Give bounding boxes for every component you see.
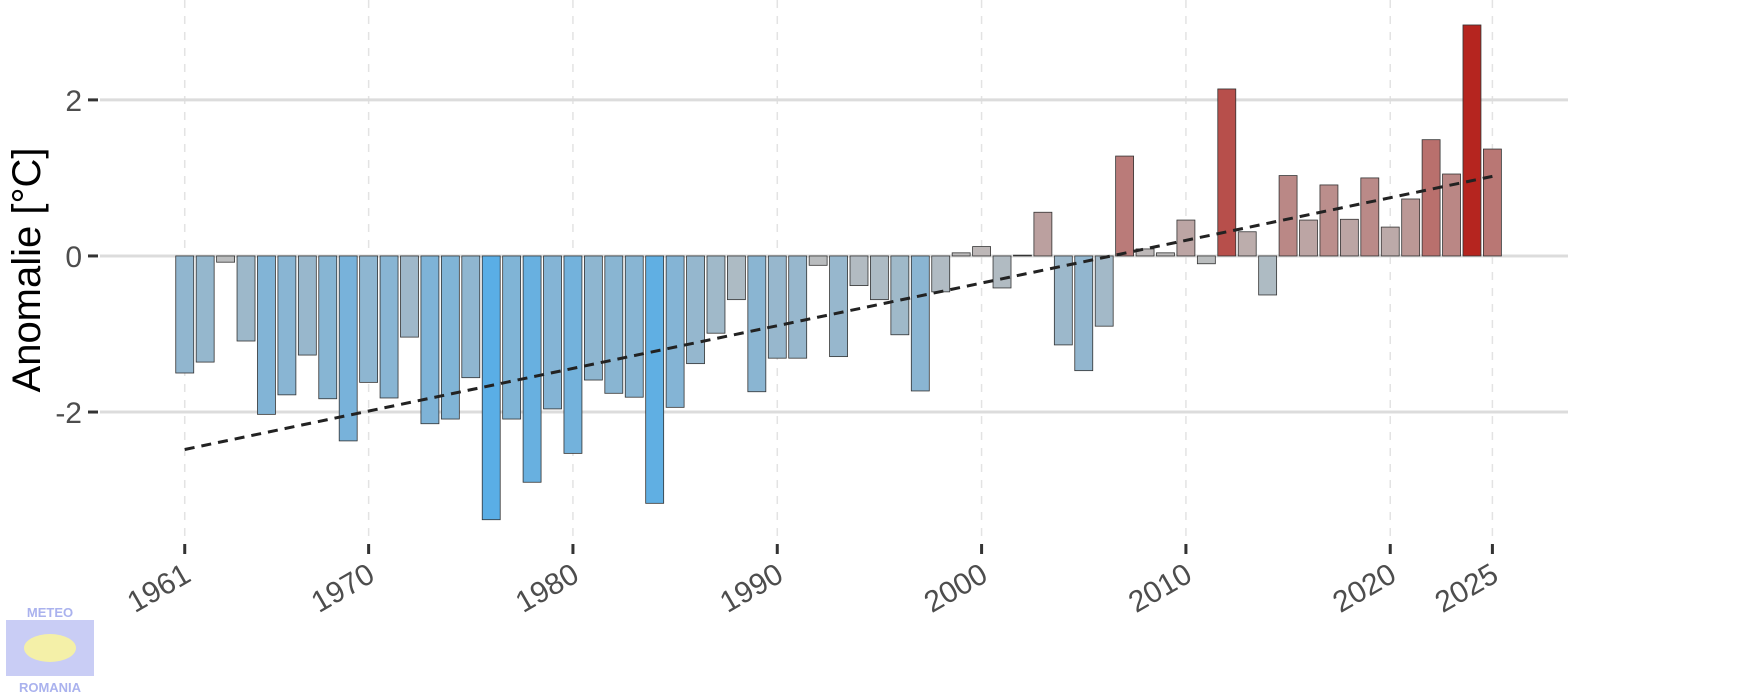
bar <box>931 255 951 293</box>
bar <box>216 255 235 263</box>
bar <box>1156 252 1175 257</box>
bar <box>195 255 215 363</box>
x-tick-label: 1961 <box>122 557 196 619</box>
logo-text: METEO <box>27 605 73 620</box>
bar <box>1299 219 1318 257</box>
bar <box>297 255 317 356</box>
bar <box>972 246 991 257</box>
bar <box>910 255 930 392</box>
bar <box>747 255 767 393</box>
bar <box>481 255 501 521</box>
bar <box>1258 255 1278 296</box>
logo-text: ROMANIA <box>19 680 82 695</box>
bar <box>951 252 971 257</box>
bar <box>767 255 787 359</box>
bar <box>318 255 338 400</box>
bar <box>461 255 481 379</box>
y-tick-label: 2 <box>65 85 82 118</box>
bar <box>502 255 522 420</box>
bar <box>1237 231 1257 257</box>
bar <box>257 255 276 415</box>
bar <box>175 255 195 374</box>
trend-line <box>184 174 1493 451</box>
bar <box>686 255 705 365</box>
y-tick-label: 0 <box>65 241 82 274</box>
bar <box>236 255 256 342</box>
bar <box>1217 88 1237 257</box>
bar <box>1115 155 1135 257</box>
x-tick-label: 1980 <box>510 557 584 619</box>
bar <box>1074 255 1094 372</box>
bar <box>1483 148 1502 257</box>
bar <box>727 255 746 301</box>
bar <box>338 255 358 442</box>
x-tick-label: 1970 <box>306 557 380 619</box>
bar <box>563 255 583 454</box>
bar <box>1401 198 1421 257</box>
bar <box>1033 211 1053 257</box>
bar <box>1278 175 1298 257</box>
bar <box>829 255 848 358</box>
bar <box>1462 24 1482 257</box>
bar <box>522 255 542 483</box>
bar <box>1319 184 1339 257</box>
bar <box>1442 173 1461 257</box>
bar <box>604 255 624 394</box>
bar <box>1360 177 1380 257</box>
bar <box>583 255 603 381</box>
y-tick-label: -2 <box>55 397 82 430</box>
bar <box>543 255 562 410</box>
bar <box>1421 139 1441 257</box>
logo: METEO ROMANIA <box>6 605 94 695</box>
bar <box>379 255 399 399</box>
x-tick-label: 1990 <box>714 557 788 619</box>
bar <box>400 255 419 338</box>
x-tick-label: 2025 <box>1430 557 1504 619</box>
bar <box>1053 255 1073 346</box>
bar <box>1176 219 1196 257</box>
bar <box>1339 218 1359 257</box>
x-tick-label: 2010 <box>1123 557 1197 619</box>
bar <box>706 255 726 334</box>
logo-emblem <box>24 634 76 662</box>
bar <box>1135 248 1155 257</box>
bar <box>420 255 440 425</box>
bar <box>440 255 460 420</box>
bar <box>1196 255 1216 265</box>
bar <box>1094 255 1114 327</box>
x-tick-label: 2020 <box>1327 557 1401 619</box>
bar <box>624 255 644 398</box>
x-tick-label: 2000 <box>919 557 993 619</box>
bar <box>992 255 1012 289</box>
bar <box>1013 254 1032 257</box>
bar <box>277 255 297 396</box>
bar <box>1380 226 1400 257</box>
y-axis-title: Anomalie [°C] <box>5 148 49 393</box>
bar <box>890 255 910 336</box>
bar <box>808 255 828 266</box>
bar <box>359 255 379 383</box>
bar <box>870 255 889 301</box>
bar <box>665 255 685 408</box>
bar <box>645 255 665 504</box>
bar <box>788 255 808 359</box>
bar <box>849 255 869 287</box>
